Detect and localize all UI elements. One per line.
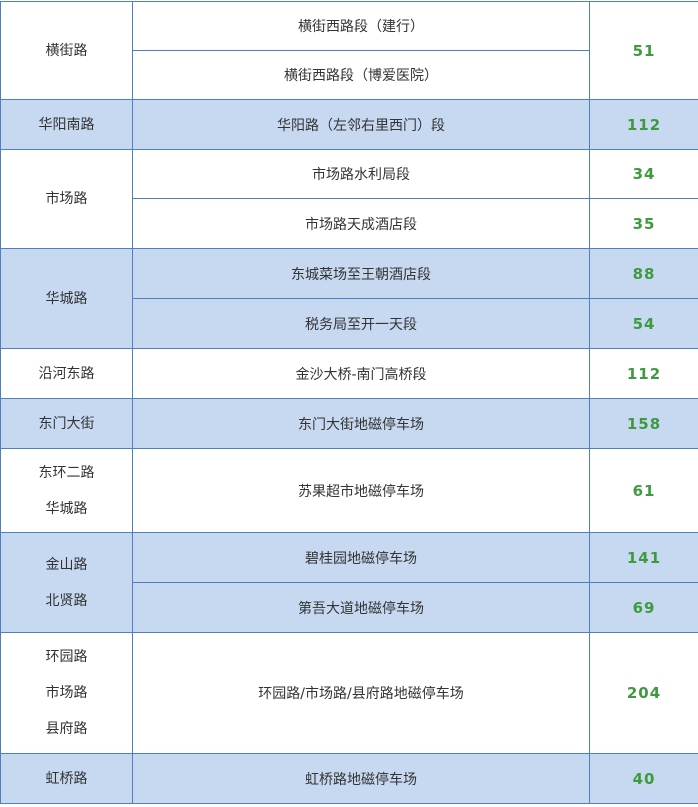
segment-cell: 环园路/市场路/县府路地磁停车场 — [133, 633, 590, 754]
segment-cell: 苏果超市地磁停车场 — [133, 449, 590, 533]
count-cell: 35 — [590, 199, 698, 249]
count-cell: 34 — [590, 150, 698, 199]
road-cell: 沿河东路 — [1, 349, 133, 399]
road-name: 华阳南路 — [1, 107, 132, 143]
road-name: 东环二路 — [1, 455, 132, 491]
count-cell: 204 — [590, 633, 698, 754]
road-cell: 华城路 — [1, 249, 133, 349]
segment-cell: 市场路水利局段 — [133, 150, 590, 199]
road-cell: 环园路市场路县府路 — [1, 633, 133, 754]
road-name: 市场路 — [1, 675, 132, 711]
road-name: 县府路 — [1, 711, 132, 747]
table-row: 横街路横街西路段（建行）51 — [1, 2, 698, 51]
road-cell: 市场路 — [1, 150, 133, 249]
count-cell: 51 — [590, 2, 698, 100]
count-cell: 54 — [590, 299, 698, 349]
segment-cell: 横街西路段（建行） — [133, 2, 590, 51]
count-cell: 158 — [590, 399, 698, 449]
road-name: 华城路 — [1, 491, 132, 527]
road-name: 东门大街 — [1, 406, 132, 442]
segment-cell: 东门大街地磁停车场 — [133, 399, 590, 449]
road-name: 市场路 — [1, 181, 132, 217]
segment-cell: 虹桥路地磁停车场 — [133, 754, 590, 804]
segment-cell: 东城菜场至王朝酒店段 — [133, 249, 590, 299]
count-cell: 40 — [590, 754, 698, 804]
road-cell: 金山路北贤路 — [1, 533, 133, 633]
count-cell: 61 — [590, 449, 698, 533]
segment-cell: 华阳路（左邻右里西门）段 — [133, 100, 590, 150]
road-name: 沿河东路 — [1, 356, 132, 392]
segment-cell: 市场路天成酒店段 — [133, 199, 590, 249]
road-name: 金山路 — [1, 547, 132, 583]
count-cell: 112 — [590, 100, 698, 150]
segment-cell: 金沙大桥-南门高桥段 — [133, 349, 590, 399]
segment-cell: 税务局至开一天段 — [133, 299, 590, 349]
segment-cell: 第吾大道地磁停车场 — [133, 583, 590, 633]
road-cell: 东门大街 — [1, 399, 133, 449]
segment-cell: 碧桂园地磁停车场 — [133, 533, 590, 583]
segment-cell: 横街西路段（博爱医院） — [133, 51, 590, 100]
count-cell: 88 — [590, 249, 698, 299]
road-cell: 东环二路华城路 — [1, 449, 133, 533]
road-cell: 华阳南路 — [1, 100, 133, 150]
road-cell: 虹桥路 — [1, 754, 133, 804]
road-name: 北贤路 — [1, 583, 132, 619]
road-name: 环园路 — [1, 639, 132, 675]
count-cell: 69 — [590, 583, 698, 633]
road-name: 虹桥路 — [1, 761, 132, 797]
road-name: 横街路 — [1, 33, 132, 69]
road-name: 华城路 — [1, 281, 132, 317]
count-cell: 141 — [590, 533, 698, 583]
count-cell: 112 — [590, 349, 698, 399]
road-cell: 横街路 — [1, 2, 133, 100]
